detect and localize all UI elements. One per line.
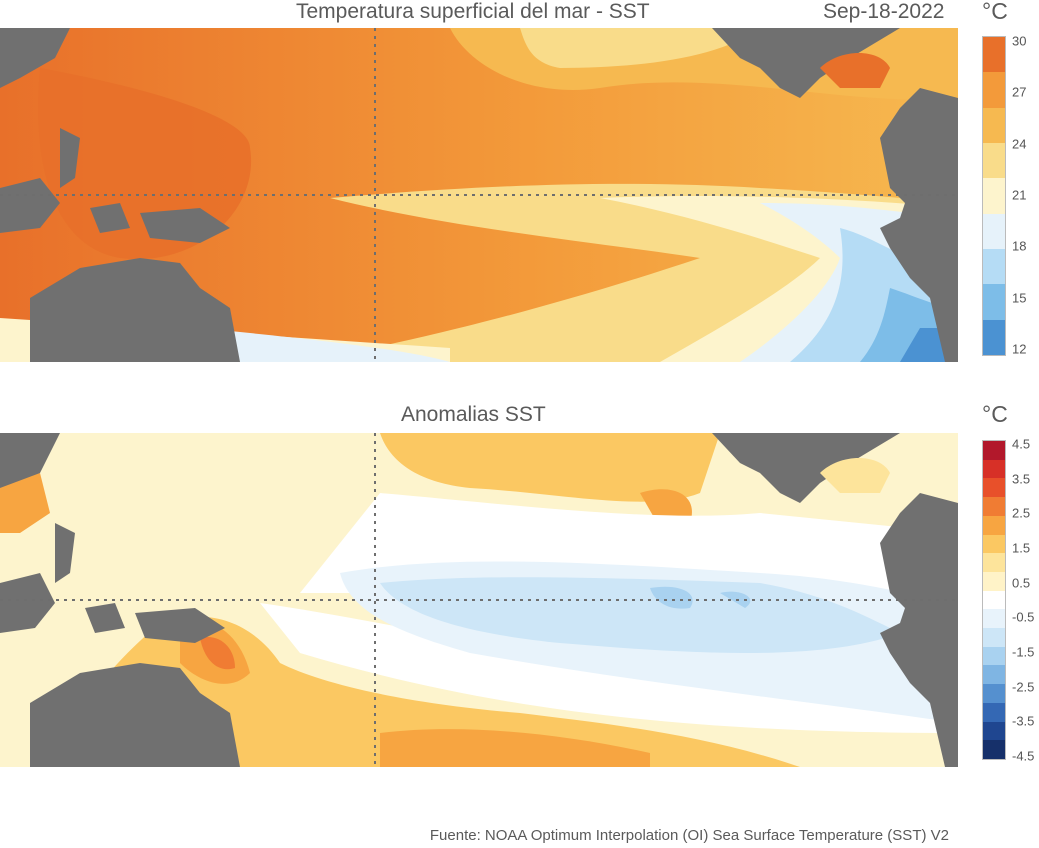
anomaly-colorbar-swatch	[983, 515, 1005, 535]
sst-colorbar-swatch	[983, 107, 1005, 143]
sst-map	[0, 28, 958, 362]
anomaly-map-title: Anomalias SST	[401, 403, 546, 426]
anomaly-colorbar-swatch	[983, 590, 1005, 610]
anomaly-colorbar-swatch	[983, 702, 1005, 722]
land-masses	[0, 433, 958, 767]
anomaly-colorbar	[982, 440, 1006, 760]
anomaly-colorbar-swatch	[983, 628, 1005, 647]
anomaly-colorbar-tick: -0.5	[1012, 609, 1035, 625]
land-masses	[0, 28, 958, 362]
anomaly-colorbar-swatch	[983, 684, 1005, 703]
anomaly-colorbar-tick: -2.5	[1012, 679, 1035, 695]
sst-colorbar-tick: 18	[1012, 238, 1027, 254]
sst-colorbar-swatch	[983, 248, 1005, 285]
anomaly-colorbar-tick: 0.5	[1012, 575, 1031, 591]
sst-colorbar-tick: 15	[1012, 290, 1027, 306]
sst-colorbar-tick: 30	[1012, 33, 1027, 49]
anomaly-map	[0, 433, 958, 767]
anomaly-colorbar-tick: -4.5	[1012, 748, 1035, 764]
sst-colorbar-tick: 27	[1012, 84, 1027, 100]
anomaly-colorbar-tick: -1.5	[1012, 644, 1035, 660]
sst-unit-label: °C	[982, 0, 1008, 24]
anomaly-colorbar-tick: 1.5	[1012, 540, 1031, 556]
anomaly-unit-label: °C	[982, 401, 1008, 427]
sst-colorbar-tick: 12	[1012, 341, 1027, 357]
anomaly-colorbar-swatch	[983, 571, 1005, 591]
sst-colorbar-tick: 21	[1012, 187, 1027, 203]
anomaly-colorbar-swatch	[983, 478, 1005, 498]
anomaly-colorbar-swatch	[983, 646, 1005, 666]
sst-colorbar-tick: 24	[1012, 136, 1027, 152]
sst-colorbar-swatch	[983, 178, 1005, 214]
anomaly-colorbar-tick: 2.5	[1012, 505, 1031, 521]
sst-map-date: Sep-18-2022	[823, 0, 945, 23]
sst-colorbar-swatch	[983, 142, 1005, 179]
anomaly-colorbar-swatch	[983, 497, 1005, 516]
sst-colorbar-swatch	[983, 213, 1005, 249]
anomaly-colorbar-tick: -3.5	[1012, 713, 1035, 729]
sst-colorbar-swatch	[983, 72, 1005, 108]
anomaly-colorbar-swatch	[983, 721, 1005, 741]
sst-map-title: Temperatura superficial del mar - SST	[296, 0, 650, 23]
sst-colorbar-swatch	[983, 319, 1005, 355]
data-source-caption: Fuente: NOAA Optimum Interpolation (OI) …	[429, 827, 949, 844]
anomaly-colorbar-swatch	[983, 553, 1005, 572]
sst-colorbar-swatch	[983, 37, 1005, 73]
sst-colorbar	[982, 36, 1006, 356]
anomaly-colorbar-swatch	[983, 665, 1005, 685]
anomaly-colorbar-tick: 4.5	[1012, 436, 1031, 452]
anomaly-colorbar-swatch	[983, 740, 1005, 759]
sst-colorbar-swatch	[983, 284, 1005, 320]
anomaly-colorbar-swatch	[983, 609, 1005, 629]
anomaly-colorbar-swatch	[983, 459, 1005, 479]
anomaly-colorbar-swatch	[983, 441, 1005, 460]
anomaly-colorbar-tick: 3.5	[1012, 471, 1031, 487]
anomaly-colorbar-swatch	[983, 534, 1005, 554]
